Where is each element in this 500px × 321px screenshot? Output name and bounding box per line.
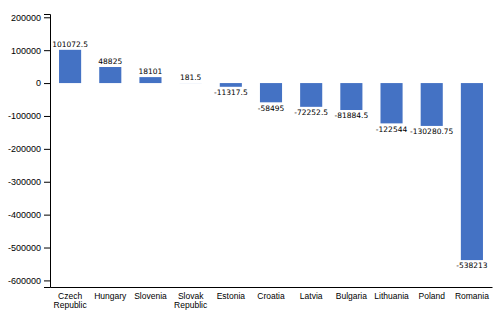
x-tick: Bulgaria — [336, 287, 367, 301]
bar — [340, 83, 362, 110]
x-tick-label: Bulgaria — [336, 291, 367, 301]
y-tick: -400000 — [8, 210, 50, 220]
x-tick-label: Slovenia — [134, 291, 167, 301]
bar — [380, 83, 402, 123]
y-tick: -600000 — [8, 276, 50, 286]
data-label: -122544 — [376, 125, 408, 134]
data-label: -72252.5 — [294, 108, 328, 117]
y-tick: -100000 — [8, 111, 50, 121]
bar — [99, 67, 121, 83]
x-tick: SlovakRepublic — [174, 287, 208, 310]
x-tick: Lithuania — [374, 287, 409, 301]
x-tick-label: Poland — [418, 291, 445, 301]
data-label: -58495 — [258, 104, 285, 113]
x-tick-label: CzechRepublic — [54, 291, 88, 310]
y-tick-label: 100000 — [11, 46, 41, 56]
y-tick-label: -400000 — [8, 210, 41, 220]
bar — [59, 50, 81, 83]
data-label: 48825 — [98, 57, 122, 66]
y-tick: -500000 — [8, 243, 50, 253]
bar — [180, 83, 202, 84]
y-tick-label: -600000 — [8, 276, 41, 286]
y-axis: 200000 100000 0 -100000 -200000 -300000 -40000… — [8, 13, 51, 288]
x-tick-label: SlovakRepublic — [174, 291, 208, 310]
y-tick: 200000 — [11, 13, 50, 23]
y-tick-mark — [44, 215, 50, 216]
data-labels: 101072.5 48825 18101 181.5 -11317.5 -58495 -72… — [52, 40, 488, 271]
bar — [461, 83, 483, 260]
bar — [300, 83, 322, 107]
x-tick: Estonia — [217, 287, 246, 301]
bar — [220, 83, 242, 87]
y-tick-mark — [44, 182, 50, 183]
y-tick-mark — [44, 116, 50, 117]
y-tick-mark — [44, 83, 50, 84]
axis-line — [51, 287, 493, 288]
x-tick-label: Latvia — [300, 291, 323, 301]
x-tick: Latvia — [300, 287, 323, 301]
y-tick: -200000 — [8, 144, 50, 154]
data-label: 101072.5 — [52, 40, 88, 49]
axis-line — [44, 15, 51, 288]
y-tick: 0 — [36, 78, 50, 88]
x-tick: Romania — [455, 287, 489, 301]
x-tick: Poland — [418, 287, 445, 301]
y-tick-mark — [44, 248, 50, 249]
y-tick-mark — [44, 149, 50, 150]
y-tick-label: 200000 — [11, 13, 41, 23]
bar — [421, 83, 443, 126]
y-tick-mark — [44, 280, 50, 281]
x-tick: CzechRepublic — [54, 287, 88, 310]
y-tick-label: -300000 — [8, 177, 41, 187]
y-tick-label: -200000 — [8, 144, 41, 154]
x-tick-label: Croatia — [257, 291, 285, 301]
y-tick-label: -100000 — [8, 111, 41, 121]
y-tick-mark — [44, 50, 50, 51]
y-tick-label: -500000 — [8, 243, 41, 253]
y-tick-mark — [44, 17, 50, 18]
data-label: -538213 — [456, 261, 488, 270]
y-tick: 100000 — [11, 46, 50, 56]
data-label: -81884.5 — [334, 111, 368, 120]
data-label: 18101 — [139, 67, 163, 76]
y-tick: -300000 — [8, 177, 50, 187]
x-tick-label: Hungary — [94, 291, 127, 301]
y-tick-label: 0 — [36, 78, 41, 88]
chart: 200000 100000 0 -100000 -200000 -300000 -40000… — [0, 0, 500, 321]
x-tick-label: Estonia — [217, 291, 246, 301]
plot: 200000 100000 0 -100000 -200000 -300000 -40000… — [8, 13, 493, 311]
x-tick-label: Romania — [455, 291, 489, 301]
data-label: -11317.5 — [214, 88, 248, 97]
x-tick-label: Lithuania — [374, 291, 409, 301]
x-tick: Croatia — [257, 287, 285, 301]
x-axis: CzechRepublic Hungary Slovenia SlovakRepubl… — [51, 287, 493, 310]
data-label: 181.5 — [180, 73, 202, 82]
x-tick: Hungary — [94, 287, 127, 301]
bar — [260, 83, 282, 102]
bar — [139, 77, 161, 83]
x-tick: Slovenia — [134, 287, 167, 301]
bars — [59, 50, 483, 260]
data-label: -130280.75 — [410, 127, 453, 136]
